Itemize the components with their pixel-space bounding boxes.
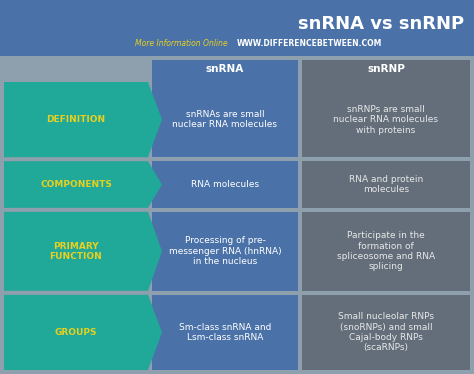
Text: RNA and protein
molecules: RNA and protein molecules <box>349 175 423 194</box>
Text: PRIMARY
FUNCTION: PRIMARY FUNCTION <box>50 242 102 261</box>
Bar <box>152 161 298 208</box>
Text: Sm-class snRNA and
Lsm-class snRNA: Sm-class snRNA and Lsm-class snRNA <box>179 323 271 342</box>
Polygon shape <box>4 161 162 208</box>
Text: snRNP: snRNP <box>367 64 405 74</box>
Bar <box>302 82 470 157</box>
Bar <box>152 82 298 157</box>
Text: snRNPs are small
nuclear RNA molecules
with proteins: snRNPs are small nuclear RNA molecules w… <box>334 105 438 135</box>
Polygon shape <box>4 295 162 370</box>
Polygon shape <box>4 82 162 157</box>
Text: snRNA vs snRNP: snRNA vs snRNP <box>298 15 464 33</box>
Polygon shape <box>4 212 162 291</box>
Bar <box>302 161 470 208</box>
Bar <box>152 212 298 291</box>
Text: Participate in the
formation of
spliceosome and RNA
splicing: Participate in the formation of spliceos… <box>337 231 435 272</box>
Bar <box>0 0 474 56</box>
Text: More Information Online: More Information Online <box>135 39 228 48</box>
Bar <box>302 60 470 82</box>
Bar <box>152 295 298 370</box>
Text: GROUPS: GROUPS <box>55 328 97 337</box>
Text: snRNA: snRNA <box>206 64 244 74</box>
Text: COMPONENTS: COMPONENTS <box>40 180 112 189</box>
Text: Small nucleolar RNPs
(snoRNPs) and small
Cajal-body RNPs
(scaRNPs): Small nucleolar RNPs (snoRNPs) and small… <box>338 312 434 353</box>
Text: WWW.DIFFERENCEBETWEEN.COM: WWW.DIFFERENCEBETWEEN.COM <box>237 39 383 48</box>
Text: DEFINITION: DEFINITION <box>46 115 106 124</box>
Bar <box>302 295 470 370</box>
Bar <box>302 212 470 291</box>
Text: Processing of pre-
messenger RNA (hnRNA)
in the nucleus: Processing of pre- messenger RNA (hnRNA)… <box>169 236 281 266</box>
Text: snRNAs are small
nuclear RNA molecules: snRNAs are small nuclear RNA molecules <box>173 110 277 129</box>
Bar <box>152 60 298 82</box>
Text: RNA molecules: RNA molecules <box>191 180 259 189</box>
